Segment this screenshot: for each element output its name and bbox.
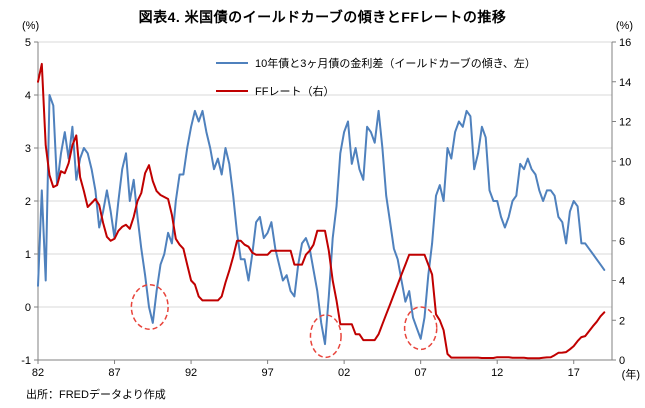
right-axis-tick-label: 6 bbox=[619, 236, 625, 248]
x-axis-tick-label: 82 bbox=[32, 367, 44, 379]
right-axis-tick-label: 0 bbox=[619, 355, 625, 367]
right-axis-tick-label: 4 bbox=[619, 276, 625, 288]
ff-rate-line bbox=[37, 62, 606, 360]
right-axis-tick-label: 16 bbox=[619, 37, 631, 49]
chart-legend: 10年債と3ヶ月債の金利差（イールドカーブの傾き、左） FFレート（右） bbox=[216, 55, 536, 99]
left-axis-tick-label: 5 bbox=[25, 37, 31, 49]
chart-title: 図表4. 米国債のイールドカーブの傾きとFFレートの推移 bbox=[138, 9, 507, 25]
left-axis-tick-label: 3 bbox=[25, 143, 31, 155]
x-axis-tick-label: 07 bbox=[415, 367, 427, 379]
left-axis-unit-label: (%) bbox=[22, 20, 40, 32]
legend-item-spread: 10年債と3ヶ月債の金利差（イールドカーブの傾き、左） bbox=[216, 55, 536, 71]
right-axis-unit-label: (%) bbox=[615, 20, 633, 32]
inversion-annotation-ellipse bbox=[130, 283, 169, 331]
left-axis-tick-label: 2 bbox=[25, 196, 31, 208]
x-axis-tick-label: 12 bbox=[491, 367, 503, 379]
left-axis-tick-label: 0 bbox=[25, 302, 31, 314]
left-axis-tick-label: -1 bbox=[21, 355, 31, 367]
ff-rate-line-swatch bbox=[216, 90, 248, 92]
right-axis-tick-label: 12 bbox=[619, 117, 631, 129]
right-axis-tick-label: 2 bbox=[619, 315, 625, 327]
legend-label-spread: 10年債と3ヶ月債の金利差（イールドカーブの傾き、左） bbox=[255, 58, 536, 70]
inversion-annotation-ellipse bbox=[309, 314, 342, 359]
source-note: 出所：FREDデータより作成 bbox=[26, 389, 166, 401]
legend-item-ff-rate: FFレート（右） bbox=[216, 83, 536, 99]
left-axis-tick-label: 4 bbox=[25, 90, 31, 102]
x-axis-tick-label: 02 bbox=[338, 367, 350, 379]
x-axis-tick-label: 87 bbox=[108, 367, 120, 379]
right-axis-tick-label: 10 bbox=[619, 156, 631, 168]
legend-label-ff-rate: FFレート（右） bbox=[255, 86, 335, 98]
right-axis-tick-label: 8 bbox=[619, 196, 625, 208]
x-axis-unit-label: (年) bbox=[621, 369, 640, 381]
yield-spread-line bbox=[37, 94, 606, 346]
x-axis-tick-label: 92 bbox=[185, 367, 197, 379]
right-axis-tick-label: 14 bbox=[619, 77, 631, 89]
x-axis-tick-label: 97 bbox=[261, 367, 273, 379]
left-axis-tick-label: 1 bbox=[25, 249, 31, 261]
inversion-annotation-ellipse bbox=[403, 306, 438, 351]
spread-line-swatch bbox=[216, 62, 248, 64]
x-axis-tick-label: 17 bbox=[568, 367, 580, 379]
